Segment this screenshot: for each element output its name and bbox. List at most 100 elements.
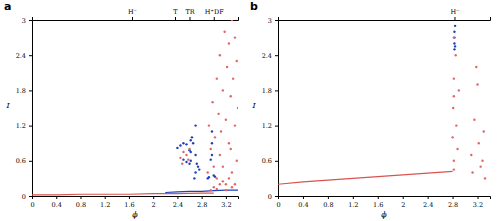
x-tick-label: 2.4 — [173, 201, 183, 209]
series-point — [193, 177, 195, 179]
series-point — [236, 160, 238, 162]
series-point — [231, 171, 233, 173]
panel: b00.40.81.21.622.42.83.200.61.21.82.43H⁻… — [250, 0, 491, 219]
series-point — [210, 148, 212, 150]
x-tick-mark — [226, 196, 227, 199]
series-point — [188, 148, 190, 150]
series-point — [185, 143, 187, 145]
panel: a00.40.81.21.622.42.83.200.61.21.82.43H⁻… — [4, 0, 239, 219]
series-point — [225, 189, 227, 191]
annotation: T — [173, 8, 178, 20]
series-point — [458, 89, 460, 91]
annotation: TR — [185, 8, 195, 20]
series-point — [214, 175, 216, 177]
series-point — [213, 186, 215, 188]
x-tick: 0.4 — [298, 196, 308, 209]
y-tick-mark — [29, 126, 32, 127]
series-point — [210, 158, 212, 160]
series-point — [190, 139, 192, 141]
x-tick-label: 0 — [276, 201, 280, 209]
y-tick-label: 0.6 — [262, 157, 272, 165]
series-point — [454, 45, 456, 47]
top-axis-line — [33, 17, 239, 21]
series-point — [453, 36, 455, 38]
y-tick: 1.8 — [16, 87, 32, 95]
x-tick-mark — [378, 196, 379, 199]
x-tick-mark — [353, 196, 354, 199]
series-point — [176, 147, 178, 149]
x-tick: 0.4 — [52, 196, 62, 209]
y-tick-mark — [275, 20, 278, 21]
x-tick-mark — [478, 196, 479, 199]
y-tick-mark — [29, 161, 32, 162]
series-point — [234, 124, 236, 126]
y-tick-label: 2.4 — [262, 52, 272, 60]
y-tick-mark — [275, 161, 278, 162]
series-point — [207, 171, 209, 173]
x-axis: 00.40.81.21.622.42.83.2 — [276, 196, 490, 209]
annotation: H⁺DF — [205, 8, 224, 20]
series-point — [219, 54, 221, 56]
x-tick-mark — [202, 196, 203, 199]
series-point — [185, 154, 187, 156]
series-point — [192, 142, 194, 144]
y-tick-mark — [29, 90, 32, 91]
x-axis-title: ϕ — [381, 210, 387, 219]
x-tick: 1.2 — [348, 196, 358, 209]
series-point — [223, 31, 225, 33]
y-tick-mark — [275, 196, 278, 197]
series-point — [226, 66, 228, 68]
series-point — [470, 154, 472, 156]
series-point — [453, 36, 455, 38]
series-point — [476, 83, 478, 85]
series-point — [214, 136, 216, 138]
x-tick-mark — [129, 196, 130, 199]
series-point — [210, 189, 212, 191]
series-point — [228, 177, 230, 179]
series-point — [182, 142, 184, 144]
x-tick-label: 2.8 — [448, 201, 458, 209]
series-point — [228, 142, 230, 144]
series-point — [234, 36, 236, 38]
y-tick: 1.2 — [262, 122, 278, 130]
x-tick-label: 3.2 — [221, 201, 231, 209]
x-tick-mark — [80, 196, 81, 199]
annotation-label: TR — [185, 8, 195, 16]
series-point — [451, 136, 453, 138]
x-tick-mark — [328, 196, 329, 199]
figure: a00.40.81.21.622.42.83.200.61.21.82.43H⁻… — [0, 0, 500, 221]
series-point — [456, 148, 458, 150]
series-point — [190, 151, 192, 153]
y-tick: 0.6 — [262, 157, 278, 165]
y-tick: 0 — [268, 193, 278, 201]
series-point — [453, 160, 455, 162]
y-tick-mark — [29, 55, 32, 56]
series-point — [179, 144, 181, 146]
y-tick-label: 0.6 — [16, 157, 26, 165]
series-point — [230, 95, 232, 97]
annotation-tick — [214, 17, 215, 20]
series-point — [211, 154, 213, 156]
x-tick: 2 — [152, 196, 156, 209]
series-point — [473, 119, 475, 121]
x-tick-label: 0.8 — [76, 201, 86, 209]
y-axis: 00.61.21.82.43 — [16, 17, 33, 201]
x-tick: 1.2 — [100, 196, 110, 209]
series-point — [208, 176, 210, 178]
series-point — [231, 186, 233, 188]
plot-area — [32, 20, 238, 195]
x-tick-mark — [153, 196, 154, 199]
series-point — [197, 165, 199, 167]
series-point — [179, 157, 181, 159]
x-tick: 3.2 — [221, 196, 231, 209]
x-tick-label: 0 — [30, 201, 34, 209]
series-point — [230, 148, 232, 150]
series-point — [211, 101, 213, 103]
series-point — [455, 124, 457, 126]
annotation: H⁻ — [450, 8, 459, 20]
top-axis: H⁻ — [279, 8, 491, 21]
x-tick-label: 0.4 — [52, 201, 62, 209]
series-point — [216, 77, 218, 79]
y-axis-line — [275, 21, 279, 197]
annotation-tick — [190, 17, 191, 20]
